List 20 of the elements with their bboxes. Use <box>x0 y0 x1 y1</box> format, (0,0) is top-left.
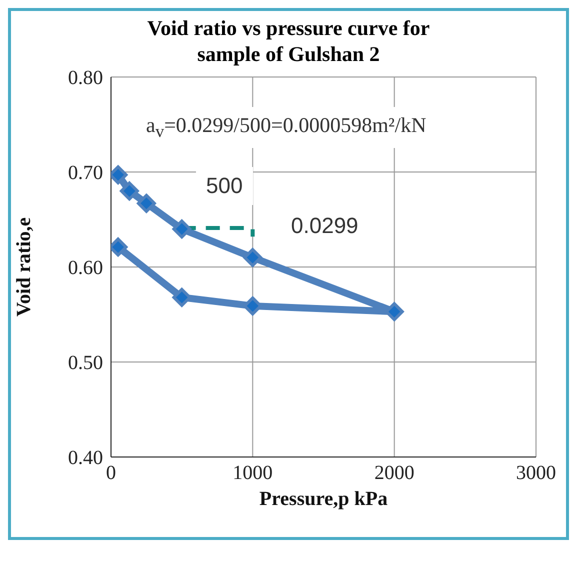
y-tick-label: 0.60 <box>68 257 103 280</box>
annotation: 0.0299 <box>281 207 368 245</box>
x-tick-label: 2000 <box>374 462 414 484</box>
point <box>172 288 192 307</box>
y-tick-label: 0.80 <box>68 67 103 90</box>
y-axis-title: Void ratio,e <box>13 217 36 317</box>
x-axis-title: Pressure,p kPa <box>259 488 388 510</box>
point <box>172 220 192 238</box>
x-tick-label: 3000 <box>516 462 556 484</box>
y-tick-label: 0.40 <box>68 447 103 470</box>
x-tick-label: 0 <box>106 462 116 484</box>
annotation: 500 <box>196 167 253 205</box>
point <box>243 248 262 267</box>
point <box>120 182 139 200</box>
y-tick-label: 0.50 <box>68 352 103 374</box>
point <box>136 194 156 213</box>
chart-title: Void ratio vs pressure curve for sample of Gulshan 2 <box>146 15 431 67</box>
annotation: a$_{v}$=0.0299/500=0.0000598m²/kN <box>136 107 436 148</box>
y-tick-label: 0.70 <box>68 162 103 184</box>
x-tick-label: 1000 <box>232 462 273 484</box>
